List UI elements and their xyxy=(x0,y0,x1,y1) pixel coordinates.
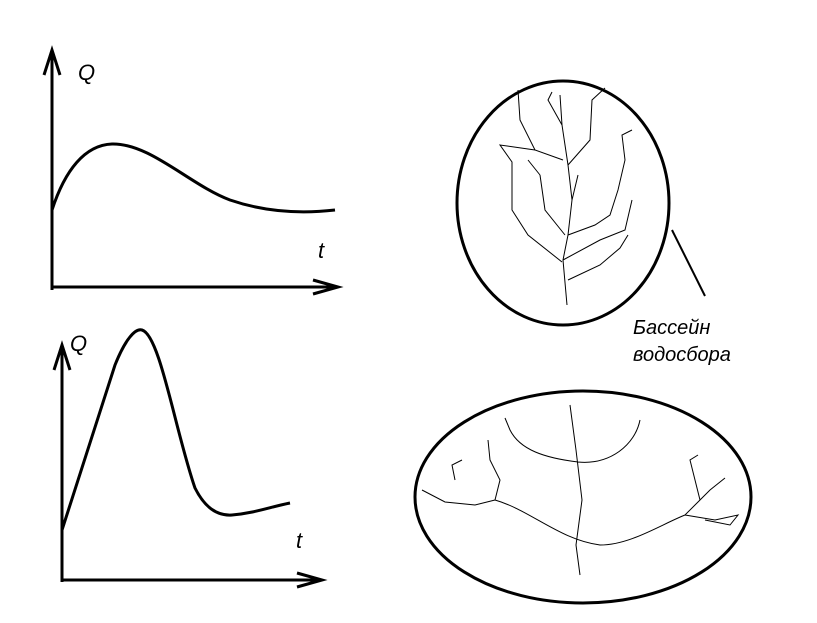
basin xyxy=(455,79,671,327)
graph-flat: Q t xyxy=(42,45,344,296)
label-line1: Бассейн xyxy=(633,317,710,339)
x-label: t xyxy=(296,528,303,553)
basin xyxy=(413,389,753,605)
hydrograph xyxy=(60,328,291,531)
leader xyxy=(671,229,706,297)
label-line2: водосбора xyxy=(633,344,731,366)
basin-oval: Бассейн водосбора xyxy=(455,79,731,366)
hydrograph xyxy=(50,142,336,214)
river-network xyxy=(421,404,740,576)
axes xyxy=(52,340,328,589)
axes xyxy=(42,45,344,296)
x-label: t xyxy=(318,238,325,263)
y-label: Q xyxy=(78,60,95,85)
y-label: Q xyxy=(70,331,87,356)
river-network xyxy=(498,87,633,306)
basin-wide xyxy=(413,389,753,605)
graph-peak: Q t xyxy=(52,328,328,589)
